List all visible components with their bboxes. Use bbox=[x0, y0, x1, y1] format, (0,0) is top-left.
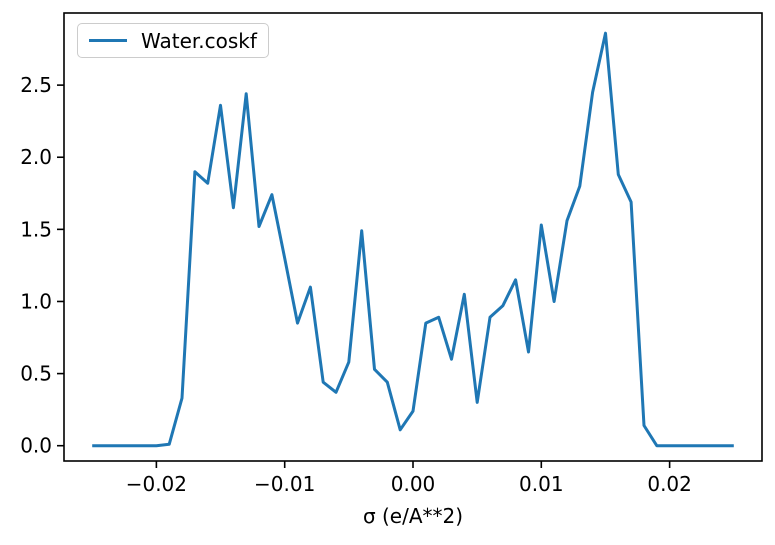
legend-label: Water.coskf bbox=[141, 28, 257, 53]
axis-frame bbox=[63, 12, 763, 462]
x-tick-label: 0.02 bbox=[647, 472, 692, 496]
x-axis-label: σ (e/A**2) bbox=[363, 504, 463, 528]
x-tick-label: −0.02 bbox=[126, 472, 187, 496]
x-tick-label: 0.01 bbox=[519, 472, 564, 496]
y-tick-label: 1.5 bbox=[20, 217, 52, 241]
y-tick-label: 2.5 bbox=[20, 73, 52, 97]
y-tick-label: 1.0 bbox=[20, 289, 52, 313]
x-tick-label: −0.01 bbox=[254, 472, 315, 496]
y-tick-label: 0.5 bbox=[20, 362, 52, 386]
y-tick-label: 2.0 bbox=[20, 145, 52, 169]
data-line bbox=[92, 31, 734, 448]
legend-line-swatch bbox=[89, 39, 127, 42]
x-tick-label: 0.00 bbox=[391, 472, 436, 496]
legend: Water.coskf bbox=[77, 23, 269, 58]
y-tick-label: 0.0 bbox=[20, 434, 52, 458]
